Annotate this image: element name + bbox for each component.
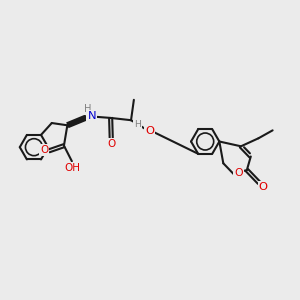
Text: H: H	[84, 104, 92, 114]
Text: O: O	[40, 145, 48, 155]
Text: H: H	[134, 120, 141, 129]
Text: O: O	[235, 168, 243, 178]
Text: O: O	[145, 126, 154, 136]
Text: O: O	[259, 182, 268, 192]
Text: N: N	[87, 111, 96, 121]
Text: OH: OH	[64, 163, 80, 173]
Text: O: O	[107, 139, 115, 149]
